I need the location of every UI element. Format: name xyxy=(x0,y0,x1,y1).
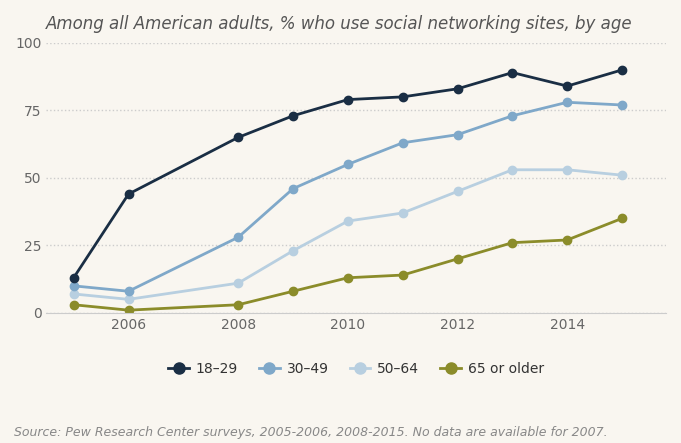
30–49 xyxy=(234,235,242,240)
Line: 18–29: 18–29 xyxy=(69,66,627,282)
18–29 xyxy=(563,83,571,89)
50–64 xyxy=(398,210,407,216)
18–29 xyxy=(234,135,242,140)
65 or older xyxy=(125,307,133,313)
18–29 xyxy=(289,113,297,118)
18–29 xyxy=(125,191,133,197)
50–64 xyxy=(69,291,78,297)
65 or older xyxy=(508,240,516,245)
18–29 xyxy=(398,94,407,100)
30–49 xyxy=(289,186,297,191)
65 or older xyxy=(454,256,462,261)
Text: Source: Pew Research Center surveys, 2005-2006, 2008-2015. No data are available: Source: Pew Research Center surveys, 200… xyxy=(14,426,607,439)
50–64 xyxy=(618,172,627,178)
18–29 xyxy=(508,70,516,75)
18–29 xyxy=(69,275,78,280)
65 or older xyxy=(563,237,571,243)
Line: 65 or older: 65 or older xyxy=(69,214,627,315)
50–64 xyxy=(234,280,242,286)
50–64 xyxy=(563,167,571,172)
18–29 xyxy=(618,67,627,73)
65 or older xyxy=(69,302,78,307)
Line: 30–49: 30–49 xyxy=(69,98,627,295)
30–49 xyxy=(508,113,516,118)
50–64 xyxy=(289,248,297,253)
30–49 xyxy=(454,132,462,137)
65 or older xyxy=(398,272,407,278)
30–49 xyxy=(618,102,627,108)
65 or older xyxy=(289,288,297,294)
Legend: 18–29, 30–49, 50–64, 65 or older: 18–29, 30–49, 50–64, 65 or older xyxy=(163,356,550,381)
50–64 xyxy=(508,167,516,172)
30–49 xyxy=(125,288,133,294)
Text: Among all American adults, % who use social networking sites, by age: Among all American adults, % who use soc… xyxy=(46,15,633,33)
50–64 xyxy=(344,218,352,224)
50–64 xyxy=(454,189,462,194)
18–29 xyxy=(344,97,352,102)
Line: 50–64: 50–64 xyxy=(69,166,627,303)
30–49 xyxy=(563,100,571,105)
65 or older xyxy=(618,216,627,221)
18–29 xyxy=(454,86,462,91)
30–49 xyxy=(398,140,407,145)
30–49 xyxy=(69,283,78,288)
65 or older xyxy=(344,275,352,280)
50–64 xyxy=(125,297,133,302)
30–49 xyxy=(344,162,352,167)
65 or older xyxy=(234,302,242,307)
